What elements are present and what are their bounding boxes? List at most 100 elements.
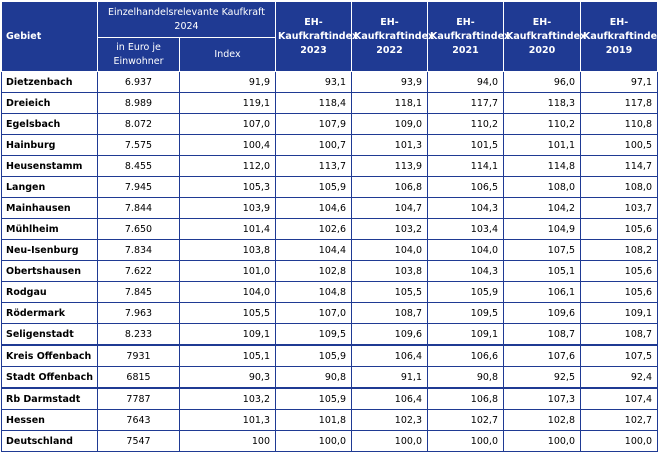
table-row: Rb Darmstadt 7787 103,2 105,9 106,4 106,8 107,… (1, 387, 658, 410)
cell-index: 107,0 (179, 113, 276, 135)
cell-euro: 7.650 (97, 218, 180, 240)
row-name: Dreieich (1, 92, 98, 114)
table-row: Hessen 7643 101,3 101,8 102,3 102,7 102,8 102,7 (1, 409, 658, 431)
cell-y2021: 109,1 (427, 323, 504, 346)
cell-y2020: 92,5 (503, 366, 581, 389)
cell-y2021: 106,6 (427, 344, 504, 367)
cell-index: 105,1 (179, 344, 276, 367)
cell-y2020: 110,2 (503, 113, 581, 135)
cell-y2021: 90,8 (427, 366, 504, 389)
cell-y2023: 90,8 (275, 366, 352, 389)
cell-euro: 6815 (97, 366, 180, 389)
header-index-2020: EH-Kaufkraftindex 2020 (503, 1, 586, 72)
cell-y2023: 100,7 (275, 134, 352, 156)
cell-y2023: 102,8 (275, 260, 352, 282)
cell-y2020: 109,6 (503, 302, 581, 324)
row-name: Rodgau (1, 281, 98, 303)
table-row: Dietzenbach 6.937 91,9 93,1 93,9 94,0 96,0 97,1 (1, 71, 658, 93)
table-row: Kreis Offenbach 7931 105,1 105,9 106,4 106,6 1… (1, 344, 658, 367)
cell-y2021: 103,4 (427, 218, 504, 240)
cell-index: 91,9 (179, 71, 276, 93)
table-row: Obertshausen 7.622 101,0 102,8 103,8 104,3 105… (1, 260, 658, 282)
cell-y2022: 93,9 (351, 71, 428, 93)
cell-y2023: 105,9 (275, 344, 352, 367)
cell-y2023: 107,9 (275, 113, 352, 135)
cell-y2019: 97,1 (580, 71, 658, 93)
cell-y2023: 109,5 (275, 323, 352, 346)
cell-y2022: 102,3 (351, 409, 428, 431)
cell-y2021: 104,0 (427, 239, 504, 261)
cell-y2021: 104,3 (427, 260, 504, 282)
cell-euro: 7.845 (97, 281, 180, 303)
cell-index: 109,1 (179, 323, 276, 346)
header-gebiet: Gebiet (1, 1, 98, 72)
cell-y2023: 113,7 (275, 155, 352, 177)
cell-y2020: 107,6 (503, 344, 581, 367)
row-name: Neu-Isenburg (1, 239, 98, 261)
table-row: Rodgau 7.845 104,0 104,8 105,5 105,9 106,1 105,… (1, 281, 658, 303)
cell-y2021: 117,7 (427, 92, 504, 114)
cell-y2021: 109,5 (427, 302, 504, 324)
cell-euro: 8.455 (97, 155, 180, 177)
cell-index: 90,3 (179, 366, 276, 389)
row-name: Obertshausen (1, 260, 98, 282)
row-name: Mühlheim (1, 218, 98, 240)
cell-y2019: 108,2 (580, 239, 658, 261)
cell-euro: 7547 (97, 430, 180, 452)
cell-y2022: 103,2 (351, 218, 428, 240)
cell-y2023: 107,0 (275, 302, 352, 324)
table-row: Rödermark 7.963 105,5 107,0 108,7 109,5 109,6 1… (1, 302, 658, 324)
cell-y2020: 101,1 (503, 134, 581, 156)
cell-y2022: 106,4 (351, 344, 428, 367)
cell-euro: 7.575 (97, 134, 180, 156)
cell-euro: 7.945 (97, 176, 180, 198)
cell-y2023: 105,9 (275, 176, 352, 198)
row-name: Rödermark (1, 302, 98, 324)
cell-y2019: 114,7 (580, 155, 658, 177)
cell-y2022: 101,3 (351, 134, 428, 156)
cell-y2019: 105,6 (580, 260, 658, 282)
cell-y2020: 114,8 (503, 155, 581, 177)
cell-y2019: 92,4 (580, 366, 658, 389)
cell-y2020: 102,8 (503, 409, 581, 431)
cell-index: 119,1 (179, 92, 276, 114)
table-row: Egelsbach 8.072 107,0 107,9 109,0 110,2 110,2 1… (1, 113, 658, 135)
cell-y2023: 93,1 (275, 71, 352, 93)
cell-y2019: 100,5 (580, 134, 658, 156)
cell-y2019: 105,6 (580, 218, 658, 240)
cell-y2022: 106,4 (351, 387, 428, 410)
cell-y2023: 102,6 (275, 218, 352, 240)
cell-y2019: 103,7 (580, 197, 658, 219)
cell-y2022: 108,7 (351, 302, 428, 324)
cell-y2023: 104,6 (275, 197, 352, 219)
cell-y2020: 104,9 (503, 218, 581, 240)
row-name: Mainhausen (1, 197, 98, 219)
cell-index: 101,3 (179, 409, 276, 431)
cell-y2021: 110,2 (427, 113, 504, 135)
cell-index: 105,5 (179, 302, 276, 324)
cell-euro: 8.233 (97, 323, 180, 346)
cell-euro: 7.844 (97, 197, 180, 219)
cell-y2021: 101,5 (427, 134, 504, 156)
row-name: Hessen (1, 409, 98, 431)
cell-y2020: 118,3 (503, 92, 581, 114)
cell-index: 112,0 (179, 155, 276, 177)
cell-index: 100,4 (179, 134, 276, 156)
table-row: Hainburg 7.575 100,4 100,7 101,3 101,5 101,1 10… (1, 134, 658, 156)
table-row: Deutschland 7547 100 100,0 100,0 100,0 100,0 10… (1, 430, 658, 452)
header-kaufkraft-group: Einzelhandelsrelevante Kaufkraft 2024 (97, 1, 276, 38)
cell-euro: 8.989 (97, 92, 180, 114)
cell-y2022: 109,0 (351, 113, 428, 135)
cell-euro: 6.937 (97, 71, 180, 93)
cell-index: 100 (179, 430, 276, 452)
cell-y2021: 114,1 (427, 155, 504, 177)
kaufkraft-table: Gebiet Einzelhandelsrelevante Kaufkraft … (1, 1, 658, 452)
cell-y2022: 103,8 (351, 260, 428, 282)
cell-y2023: 105,9 (275, 387, 352, 410)
cell-y2021: 106,8 (427, 387, 504, 410)
cell-y2020: 107,5 (503, 239, 581, 261)
cell-y2019: 110,8 (580, 113, 658, 135)
header-index-2022: EH-Kaufkraftindex 2022 (351, 1, 434, 72)
row-name: Langen (1, 176, 98, 198)
cell-index: 105,3 (179, 176, 276, 198)
